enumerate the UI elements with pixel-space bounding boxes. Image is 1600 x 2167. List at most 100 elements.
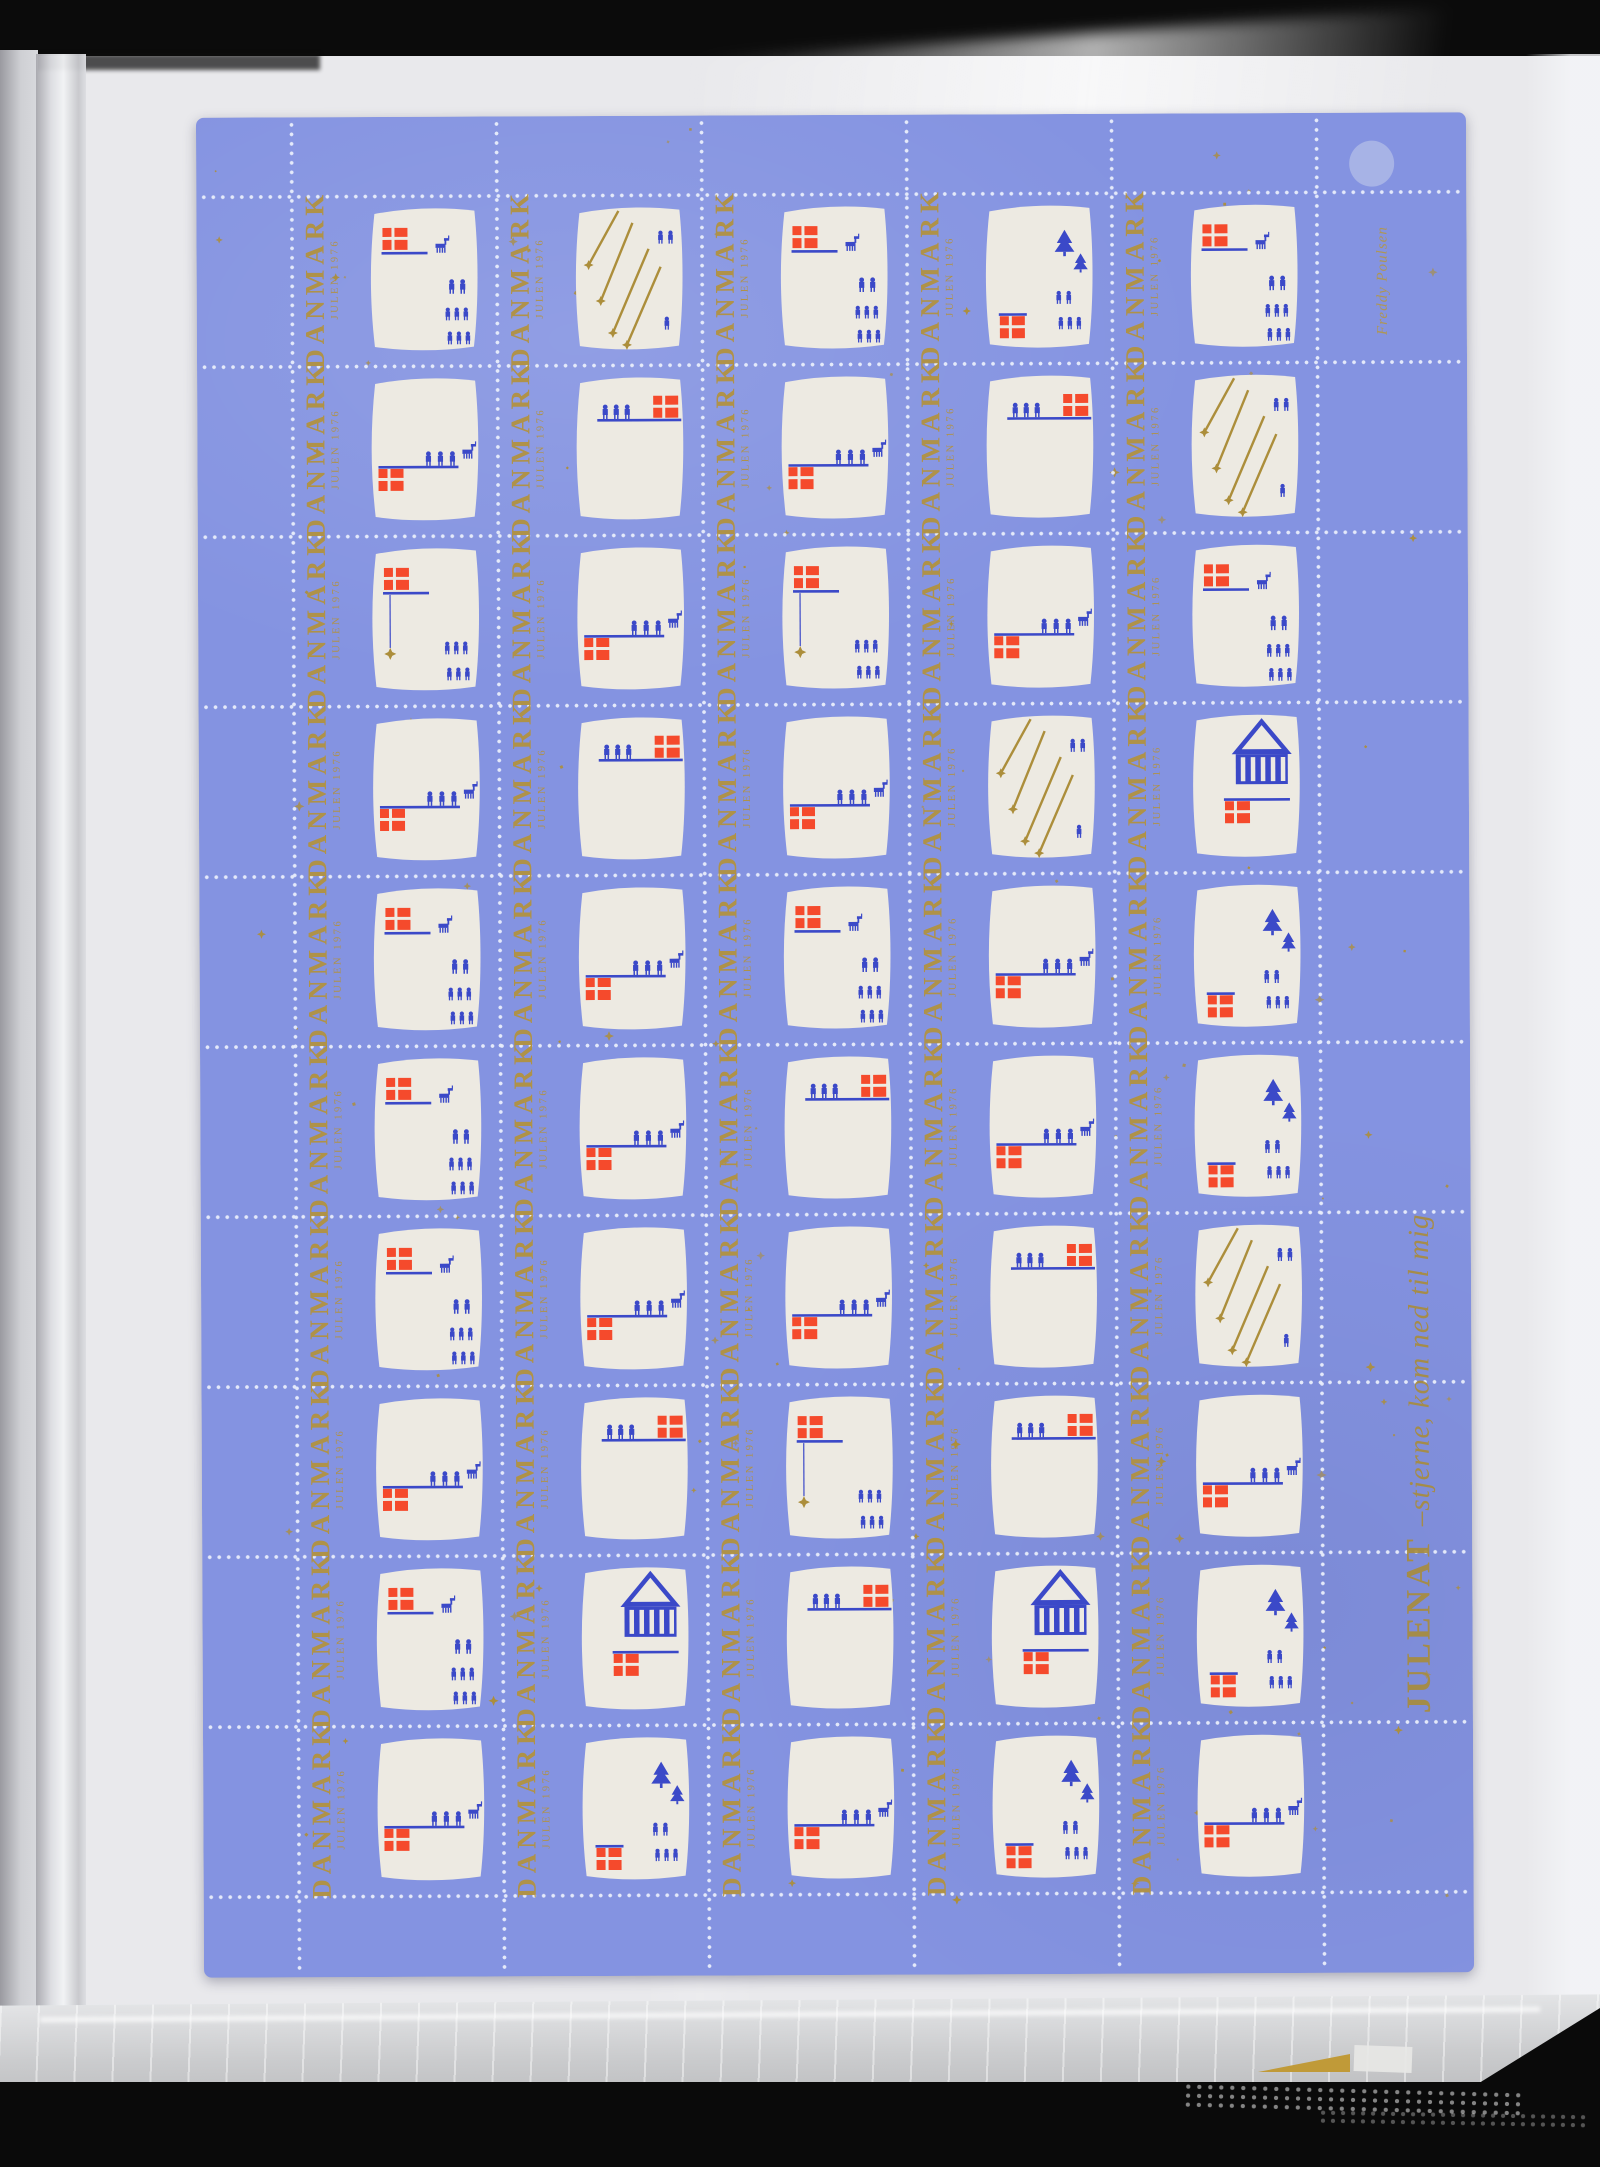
stamp-grid: DANMARK JULEN 1976 DANMARK JULEN 1976 DA…	[196, 112, 1466, 1899]
stamp-inscription: DANMARK JULEN 1976	[711, 528, 756, 707]
stamp-inscription: DANMARK JULEN 1976	[305, 1550, 350, 1729]
stamp-country-label: DANMARK	[915, 527, 947, 707]
stamp-illustration-B	[988, 715, 1095, 859]
stamp-illustration-C	[787, 1736, 895, 1879]
stamp: DANMARK JULEN 1976	[294, 1210, 500, 1389]
stamp-illustration-C	[1196, 1394, 1303, 1537]
stamp-country-label: DANMARK	[713, 1207, 745, 1388]
stamp-inscription: DANMARK JULEN 1976	[304, 1210, 349, 1389]
stamp-country-label: DANMARK	[508, 1038, 540, 1218]
stamp-inscription: DANMARK JULEN 1976	[914, 187, 959, 366]
stamp-inscription: DANMARK JULEN 1976	[1121, 526, 1166, 705]
stamp-country-label: DANMARK	[504, 188, 536, 368]
stamp-inscription: DANMARK JULEN 1976	[302, 700, 347, 879]
stamp-illustration-G	[1194, 1054, 1302, 1197]
stamp-inscription: DANMARK JULEN 1976	[920, 1547, 965, 1726]
stamp-inscription: DANMARK JULEN 1976	[1125, 1546, 1170, 1725]
stamp-inscription: DANMARK JULEN 1976	[709, 188, 754, 367]
selvage-inscription: JULENAT –stjerne, kom ned til mig	[1398, 1048, 1446, 1878]
stamp-issue-label: JULEN 1976	[1153, 1085, 1165, 1166]
stamp-illustration-A	[375, 1228, 482, 1371]
stamp-illustration-C	[580, 1227, 687, 1370]
stamp: DANMARK JULEN 1976	[1112, 866, 1318, 1045]
stamp: DANMARK JULEN 1976	[498, 1039, 704, 1218]
stamp-illustration-A	[376, 1568, 484, 1711]
stamp-illustration-G	[582, 1737, 690, 1880]
selvage-subtitle: –stjerne, kom ned til mig	[1402, 1213, 1437, 1527]
stamp-illustration-G	[1193, 884, 1301, 1027]
stamp: DANMARK JULEN 1976	[909, 1377, 1115, 1556]
stamp: DANMARK JULEN 1976	[701, 528, 907, 707]
stamp-illustration-A	[780, 206, 888, 349]
stamp-issue-label: JULEN 1976	[740, 406, 752, 488]
stamp-issue-label: JULEN 1976	[948, 1086, 960, 1167]
stamp-illustration-A	[1192, 544, 1299, 687]
stamp-inscription: DANMARK JULEN 1976	[1126, 1716, 1171, 1895]
stamp: DANMARK JULEN 1976	[499, 1209, 705, 1388]
stamp: DANMARK JULEN 1976	[499, 1379, 705, 1558]
stamp-country-label: DANMARK	[306, 1719, 337, 1899]
stamp-inscription: DANMARK JULEN 1976	[712, 868, 757, 1047]
stamp-inscription: DANMARK JULEN 1976	[1122, 866, 1167, 1045]
stamp-illustration-D	[576, 377, 684, 520]
stamp-issue-label: JULEN 1976	[1151, 745, 1164, 826]
stamp: DANMARK JULEN 1976	[906, 527, 1112, 706]
stamp-illustration-C	[1197, 1734, 1305, 1877]
designer-signature: Freddy Poulsen	[1374, 226, 1391, 336]
stamp-inscription: DANMARK JULEN 1976	[712, 698, 757, 877]
stamp-issue-label: JULEN 1976	[946, 576, 958, 657]
stamp: DANMARK JULEN 1976	[1110, 356, 1316, 535]
stamp-country-label: DANMARK	[303, 1039, 335, 1219]
stamp-illustration-C	[987, 545, 1095, 688]
stamp-country-label: DANMARK	[510, 1548, 542, 1728]
stamp-country-label: DANMARK	[921, 1716, 952, 1897]
stamp-issue-label: JULEN 1976	[335, 1598, 348, 1680]
stamp-inscription: DANMARK JULEN 1976	[917, 867, 962, 1046]
stamp-inscription: DANMARK JULEN 1976	[303, 1040, 348, 1219]
stamp-issue-label: JULEN 1976	[331, 748, 344, 830]
stamp-issue-label: JULEN 1976	[947, 916, 960, 997]
stamp-inscription: DANMARK JULEN 1976	[299, 190, 344, 369]
stamp-inscription: DANMARK JULEN 1976	[921, 1717, 966, 1896]
stamp: DANMARK JULEN 1976	[295, 1550, 501, 1729]
stamp-inscription: DANMARK JULEN 1976	[714, 1378, 759, 1557]
stamp: DANMARK JULEN 1976	[907, 697, 1113, 876]
stamp-issue-label: JULEN 1976	[333, 1088, 345, 1170]
stamp-issue-label: JULEN 1976	[1150, 405, 1162, 486]
stamp-issue-label: JULEN 1976	[744, 1426, 757, 1508]
stamp-inscription: DANMARK JULEN 1976	[710, 358, 755, 537]
stamp-issue-label: JULEN 1976	[742, 916, 755, 998]
stamp-issue-label: JULEN 1976	[539, 1257, 551, 1339]
other-stamp-white-edge	[1353, 2044, 1413, 2074]
stamp: DANMARK JULEN 1976	[1114, 1376, 1320, 1555]
stamp: DANMARK JULEN 1976	[500, 1549, 706, 1728]
stamp-illustration-E	[372, 548, 480, 691]
stamp-illustration-C	[377, 1738, 485, 1881]
stamp: DANMARK JULEN 1976	[1111, 526, 1317, 705]
stamp: DANMARK JULEN 1976	[907, 867, 1113, 1046]
stamp-country-label: DANMARK	[1124, 1376, 1156, 1556]
stamp-illustration-A	[783, 886, 891, 1029]
stamp: DANMARK JULEN 1976	[700, 358, 906, 537]
stamp: DANMARK JULEN 1976	[291, 530, 497, 709]
stamp-country-label: DANMARK	[509, 1378, 541, 1558]
stamp-country-label: DANMARK	[304, 1379, 336, 1559]
stamp-inscription: DANMARK JULEN 1976	[919, 1207, 964, 1386]
stamp-issue-label: JULEN 1976	[537, 917, 550, 999]
stamp-inscription: DANMARK JULEN 1976	[306, 1720, 351, 1899]
stamp-inscription: DANMARK JULEN 1976	[714, 1208, 759, 1387]
stamp-inscription: DANMARK JULEN 1976	[510, 1549, 555, 1728]
stamp: DANMARK JULEN 1976	[908, 1037, 1114, 1216]
album-page-edge	[0, 50, 38, 2100]
stamp-illustration-C	[578, 887, 686, 1030]
stamp-country-label: DANMARK	[507, 868, 539, 1048]
stamp: DANMARK JULEN 1976	[904, 187, 1110, 366]
stamp-country-label: DANMARK	[918, 1207, 950, 1387]
stamp-illustration-C	[988, 885, 1096, 1028]
stamp: DANMARK JULEN 1976	[290, 360, 496, 539]
stamp-country-label: DANMARK	[300, 359, 332, 539]
stamp-country-label: DANMARK	[1122, 866, 1154, 1046]
stamp: DANMARK JULEN 1976	[1112, 696, 1318, 875]
stamp-inscription: DANMARK JULEN 1976	[1120, 356, 1165, 535]
